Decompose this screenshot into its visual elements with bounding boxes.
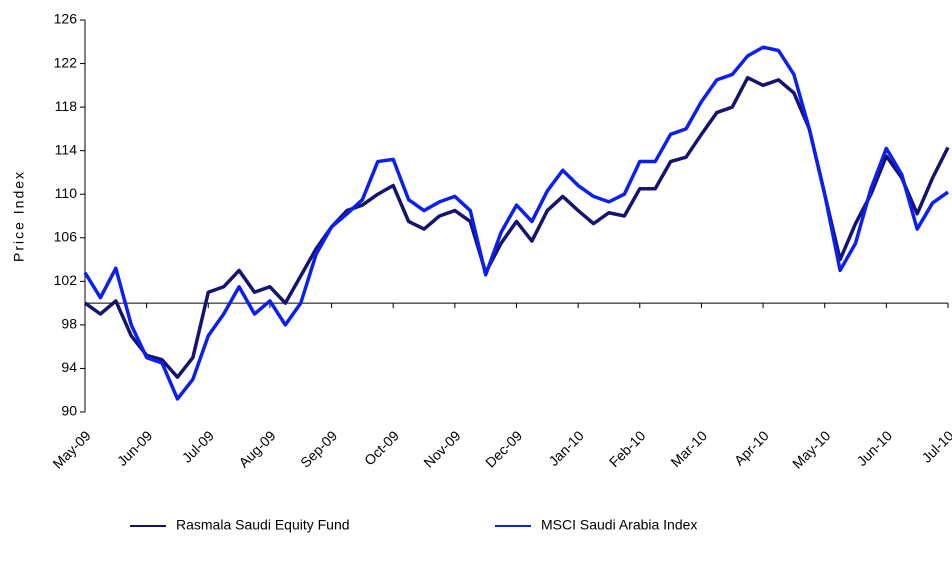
y-axis-label: Price Index bbox=[11, 170, 27, 262]
x-tick-label: Feb-10 bbox=[606, 427, 649, 470]
x-tick-label: Jun-10 bbox=[854, 427, 896, 469]
x-tick-label: Jul-09 bbox=[179, 427, 217, 465]
x-tick-label: Jul-10 bbox=[918, 427, 952, 465]
x-tick-label: Oct-09 bbox=[361, 427, 402, 468]
series-line bbox=[83, 45, 950, 401]
y-tick-label: 114 bbox=[55, 141, 78, 157]
y-tick-label: 118 bbox=[55, 98, 78, 114]
series-line bbox=[83, 75, 950, 379]
y-tick-label: 106 bbox=[54, 228, 78, 244]
y-tick-label: 90 bbox=[61, 403, 77, 419]
x-tick-label: Jan-10 bbox=[545, 427, 587, 469]
x-tick-label: Apr-10 bbox=[731, 427, 772, 468]
x-tick-label: May-09 bbox=[49, 427, 93, 471]
y-tick-label: 98 bbox=[61, 316, 77, 332]
x-tick-label: Sep-09 bbox=[297, 427, 340, 470]
x-tick-label: Aug-09 bbox=[235, 427, 278, 470]
legend-label: Rasmala Saudi Equity Fund bbox=[176, 517, 350, 533]
y-tick-label: 110 bbox=[55, 185, 78, 201]
x-tick-label: Mar-10 bbox=[667, 427, 710, 470]
x-tick-label: Dec-09 bbox=[482, 427, 525, 470]
x-tick-label: Nov-09 bbox=[420, 427, 463, 470]
x-tick-label: Jun-09 bbox=[114, 427, 156, 469]
y-tick-label: 126 bbox=[54, 11, 78, 27]
legend-label: MSCI Saudi Arabia Index bbox=[541, 517, 697, 533]
y-tick-label: 102 bbox=[54, 272, 78, 288]
x-tick-label: May-10 bbox=[789, 427, 833, 471]
y-tick-label: 94 bbox=[61, 359, 77, 375]
y-tick-label: 122 bbox=[54, 54, 78, 70]
